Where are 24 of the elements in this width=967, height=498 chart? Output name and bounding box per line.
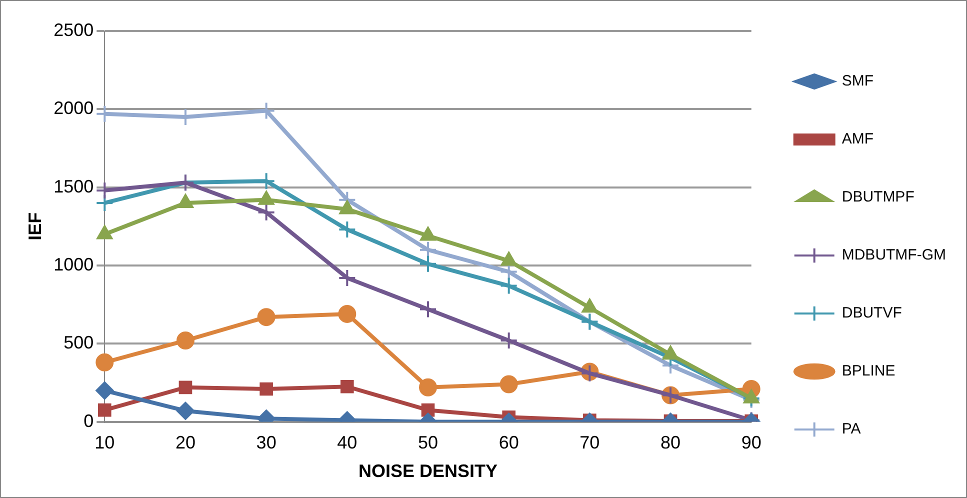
x-tick-label: 50	[418, 432, 438, 453]
y-tick-label: 500	[64, 332, 94, 353]
legend-label: SMF	[842, 72, 874, 90]
x-tick-label: 20	[175, 432, 196, 453]
legend-label: DBUTMPF	[842, 188, 914, 206]
y-tick-label: 0	[84, 410, 94, 431]
y-tick-label: 1500	[54, 176, 94, 196]
x-tick-label: 60	[498, 432, 519, 453]
legend-label: BPLINE	[842, 362, 896, 380]
legend-label: DBUTVF	[842, 304, 902, 322]
y-tick-label: 2500	[54, 20, 94, 40]
x-tick-label: 10	[94, 432, 115, 453]
y-tick-label: 1000	[54, 254, 94, 274]
legend-label: MDBUTMF-GM	[842, 246, 946, 264]
y-tick-label: 2000	[54, 98, 94, 118]
x-tick-label: 40	[337, 432, 358, 453]
legend-label: AMF	[842, 130, 874, 148]
x-tick-label: 80	[660, 432, 681, 453]
legend-label: PA	[842, 420, 861, 438]
x-tick-label: 30	[256, 432, 276, 453]
x-tick-label: 70	[580, 432, 600, 453]
y-axis-title: IEF	[24, 212, 45, 240]
x-tick-label: 90	[741, 432, 762, 453]
x-axis-title: NOISE DENSITY	[358, 461, 498, 482]
